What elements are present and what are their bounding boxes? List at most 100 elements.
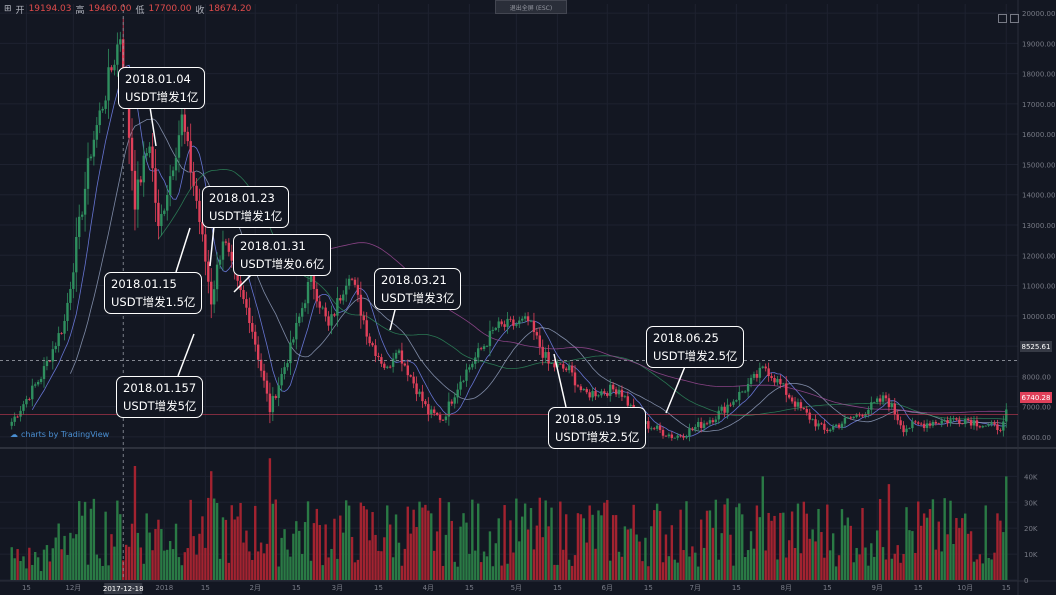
- candle-body[interactable]: [999, 430, 1002, 431]
- candle-body[interactable]: [650, 428, 653, 430]
- volume-bar[interactable]: [972, 561, 976, 580]
- candle-body[interactable]: [732, 401, 735, 405]
- volume-bar[interactable]: [881, 547, 885, 580]
- volume-bar[interactable]: [697, 566, 700, 580]
- candle-body[interactable]: [996, 424, 999, 431]
- volume-bar[interactable]: [124, 544, 128, 580]
- candle-body[interactable]: [107, 67, 110, 101]
- volume-bar[interactable]: [166, 549, 169, 580]
- pane-settings-icon[interactable]: [1010, 14, 1019, 23]
- candle-body[interactable]: [201, 221, 204, 235]
- candle-body[interactable]: [981, 426, 984, 428]
- volume-bar[interactable]: [157, 519, 160, 580]
- volume-bar[interactable]: [356, 559, 360, 580]
- candle-body[interactable]: [758, 367, 762, 378]
- volume-bar[interactable]: [567, 559, 571, 580]
- volume-bar[interactable]: [406, 506, 409, 580]
- volume-bar[interactable]: [999, 520, 1002, 580]
- candle-body[interactable]: [738, 391, 741, 401]
- volume-bar[interactable]: [204, 547, 207, 580]
- candle-body[interactable]: [160, 213, 163, 227]
- volume-bar[interactable]: [25, 568, 28, 580]
- candle-body[interactable]: [761, 366, 764, 368]
- candle-body[interactable]: [236, 272, 239, 281]
- candle-body[interactable]: [306, 281, 310, 304]
- candle-body[interactable]: [928, 423, 932, 426]
- volume-bar[interactable]: [353, 562, 357, 580]
- candle-body[interactable]: [940, 420, 943, 424]
- volume-bar[interactable]: [931, 499, 935, 580]
- candle-body[interactable]: [42, 366, 46, 379]
- volume-bar[interactable]: [699, 519, 703, 580]
- volume-bar[interactable]: [465, 522, 468, 580]
- candle-body[interactable]: [890, 403, 894, 408]
- volume-bar[interactable]: [298, 530, 301, 580]
- volume-bar[interactable]: [78, 501, 81, 580]
- volume-bar[interactable]: [312, 523, 316, 580]
- candle-body[interactable]: [975, 420, 979, 427]
- candle-body[interactable]: [623, 396, 627, 398]
- candle-body[interactable]: [770, 375, 773, 378]
- volume-bar[interactable]: [670, 525, 674, 580]
- candle-body[interactable]: [805, 409, 808, 413]
- volume-bar[interactable]: [127, 546, 131, 580]
- volume-bar[interactable]: [934, 549, 938, 580]
- volume-bar[interactable]: [289, 556, 292, 580]
- volume-bar[interactable]: [130, 523, 134, 580]
- candle-body[interactable]: [48, 360, 52, 362]
- volume-bar[interactable]: [148, 532, 151, 580]
- volume-bar[interactable]: [963, 513, 967, 580]
- candle-body[interactable]: [54, 345, 57, 350]
- volume-bar[interactable]: [993, 552, 996, 580]
- volume-bar[interactable]: [949, 500, 952, 580]
- candle-body[interactable]: [905, 428, 908, 433]
- candle-body[interactable]: [609, 384, 612, 396]
- volume-bar[interactable]: [758, 517, 762, 580]
- candle-body[interactable]: [459, 381, 462, 390]
- volume-bar[interactable]: [412, 509, 415, 580]
- volume-bar[interactable]: [283, 529, 286, 580]
- volume-bar[interactable]: [168, 541, 172, 580]
- candle-body[interactable]: [867, 409, 870, 415]
- volume-bar[interactable]: [110, 534, 113, 580]
- volume-bar[interactable]: [230, 505, 233, 580]
- candle-body[interactable]: [576, 385, 580, 387]
- candle-body[interactable]: [198, 200, 201, 222]
- candle-body[interactable]: [380, 357, 383, 364]
- candle-body[interactable]: [174, 157, 178, 171]
- volume-bar[interactable]: [491, 566, 495, 580]
- candle-body[interactable]: [697, 421, 700, 427]
- candle-body[interactable]: [843, 418, 847, 424]
- volume-bar[interactable]: [450, 520, 453, 580]
- volume-bar[interactable]: [981, 563, 984, 580]
- volume-bar[interactable]: [694, 552, 697, 580]
- candle-body[interactable]: [204, 234, 207, 262]
- candle-body[interactable]: [878, 398, 882, 402]
- candle-body[interactable]: [212, 289, 216, 305]
- candle-body[interactable]: [949, 419, 952, 424]
- volume-bar[interactable]: [562, 549, 565, 580]
- volume-bar[interactable]: [705, 510, 709, 580]
- candle-body[interactable]: [312, 269, 316, 289]
- volume-bar[interactable]: [183, 552, 187, 580]
- volume-bar[interactable]: [711, 527, 715, 580]
- volume-bar[interactable]: [362, 506, 365, 580]
- volume-bar[interactable]: [664, 534, 668, 580]
- volume-bar[interactable]: [509, 520, 512, 580]
- candle-body[interactable]: [582, 389, 586, 391]
- annotation-callout[interactable]: 2018.03.21 USDT增发3亿: [374, 268, 462, 310]
- volume-bar[interactable]: [978, 554, 982, 580]
- volume-bar[interactable]: [538, 497, 542, 580]
- volume-bar[interactable]: [638, 541, 641, 580]
- candle-body[interactable]: [893, 403, 896, 415]
- volume-bar[interactable]: [576, 513, 580, 580]
- volume-bar[interactable]: [875, 530, 879, 580]
- candle-body[interactable]: [826, 429, 829, 432]
- volume-bar[interactable]: [975, 559, 979, 580]
- volume-bar[interactable]: [101, 565, 104, 580]
- volume-bar[interactable]: [318, 525, 321, 580]
- volume-bar[interactable]: [28, 547, 31, 580]
- volume-bar[interactable]: [820, 532, 823, 580]
- volume-bar[interactable]: [427, 510, 430, 580]
- candle-body[interactable]: [972, 420, 976, 426]
